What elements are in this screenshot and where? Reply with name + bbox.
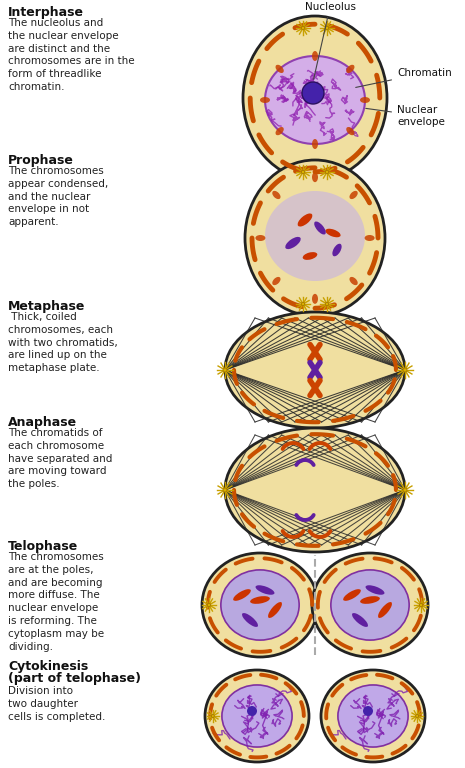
Ellipse shape: [312, 172, 318, 182]
Text: The chromosomes
are at the poles,
and are becoming
more diffuse. The
nuclear env: The chromosomes are at the poles, and ar…: [8, 552, 104, 651]
Ellipse shape: [325, 170, 329, 174]
Ellipse shape: [360, 97, 370, 103]
Ellipse shape: [276, 127, 284, 135]
Ellipse shape: [221, 570, 299, 640]
Text: Metaphase: Metaphase: [8, 300, 86, 313]
Ellipse shape: [346, 65, 354, 73]
Text: Prophase: Prophase: [8, 154, 74, 167]
Ellipse shape: [312, 51, 318, 61]
Ellipse shape: [268, 602, 282, 618]
Text: Interphase: Interphase: [8, 6, 84, 19]
Ellipse shape: [276, 65, 284, 73]
Ellipse shape: [243, 16, 387, 180]
Ellipse shape: [272, 191, 280, 199]
Ellipse shape: [346, 127, 354, 135]
Ellipse shape: [301, 26, 305, 30]
Ellipse shape: [205, 670, 309, 762]
Ellipse shape: [223, 368, 227, 372]
Ellipse shape: [352, 613, 368, 627]
Ellipse shape: [207, 603, 211, 607]
Ellipse shape: [298, 214, 312, 227]
Text: Division into
two daughter
cells is completed.: Division into two daughter cells is comp…: [8, 686, 106, 722]
Ellipse shape: [365, 585, 385, 594]
Text: Chromatin: Chromatin: [356, 68, 452, 88]
Text: The chromosomes
appear condensed,
and the nuclear
envelope in not
apparent.: The chromosomes appear condensed, and th…: [8, 166, 108, 227]
Ellipse shape: [302, 82, 324, 104]
Text: Thick, coiled
chromosomes, each
with two chromatids,
are lined up on the
metapha: Thick, coiled chromosomes, each with two…: [8, 312, 118, 373]
Ellipse shape: [314, 221, 326, 234]
Ellipse shape: [255, 235, 266, 241]
Ellipse shape: [325, 26, 329, 30]
Ellipse shape: [211, 714, 214, 717]
Text: The chromatids of
each chromosome
have separated and
are moving toward
the poles: The chromatids of each chromosome have s…: [8, 428, 113, 489]
Ellipse shape: [272, 277, 280, 285]
Ellipse shape: [403, 488, 407, 492]
Ellipse shape: [222, 685, 292, 747]
Ellipse shape: [350, 277, 358, 285]
Ellipse shape: [265, 56, 365, 144]
Ellipse shape: [360, 596, 380, 604]
Ellipse shape: [350, 191, 358, 199]
Ellipse shape: [286, 237, 301, 249]
Ellipse shape: [242, 613, 258, 627]
Ellipse shape: [303, 252, 317, 260]
Ellipse shape: [365, 235, 375, 241]
Text: Cytokinesis: Cytokinesis: [8, 660, 88, 673]
Ellipse shape: [202, 553, 318, 657]
Ellipse shape: [223, 488, 227, 492]
Ellipse shape: [233, 589, 251, 601]
Ellipse shape: [312, 139, 318, 149]
Ellipse shape: [312, 294, 318, 304]
Ellipse shape: [265, 191, 365, 281]
Ellipse shape: [343, 589, 361, 601]
Ellipse shape: [403, 368, 407, 372]
Ellipse shape: [245, 160, 385, 316]
Text: Telophase: Telophase: [8, 540, 78, 553]
Ellipse shape: [331, 570, 409, 640]
Ellipse shape: [321, 670, 425, 762]
Text: (part of telophase): (part of telophase): [8, 672, 141, 685]
Ellipse shape: [225, 312, 405, 428]
Text: Anaphase: Anaphase: [8, 416, 77, 429]
Ellipse shape: [312, 553, 428, 657]
Ellipse shape: [225, 428, 405, 552]
Ellipse shape: [332, 243, 342, 257]
Text: Nuclear
envelope: Nuclear envelope: [366, 105, 445, 127]
Ellipse shape: [416, 714, 418, 717]
Ellipse shape: [363, 706, 373, 716]
Ellipse shape: [326, 229, 340, 237]
Ellipse shape: [378, 602, 392, 618]
Ellipse shape: [260, 97, 270, 103]
Ellipse shape: [247, 706, 257, 716]
Ellipse shape: [301, 303, 305, 306]
Ellipse shape: [250, 596, 270, 604]
Ellipse shape: [325, 303, 329, 306]
Ellipse shape: [256, 585, 274, 594]
Ellipse shape: [301, 170, 305, 174]
Ellipse shape: [338, 685, 408, 747]
Text: The nucleolus and
the nuclear envelope
are distinct and the
chromosomes are in t: The nucleolus and the nuclear envelope a…: [8, 18, 135, 92]
Ellipse shape: [419, 603, 423, 607]
Text: Nucleolus: Nucleolus: [305, 2, 356, 79]
